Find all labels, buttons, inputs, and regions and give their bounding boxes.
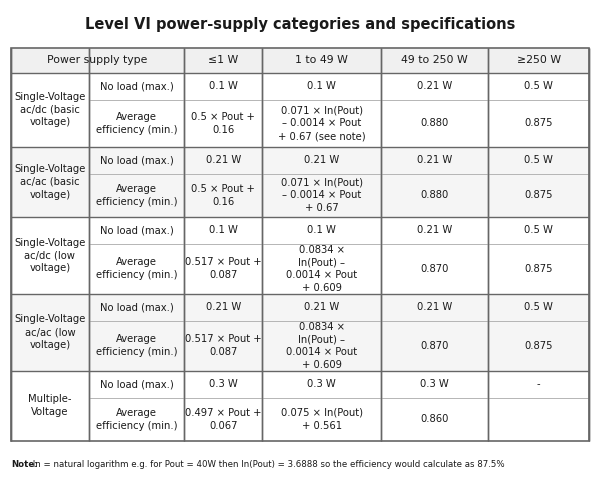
Text: No load (max.): No load (max.)	[100, 379, 173, 389]
Text: Multiple-
Voltage: Multiple- Voltage	[28, 394, 71, 417]
Text: 0.875: 0.875	[524, 190, 553, 200]
Bar	[11, 73, 589, 147]
Text: 0.517 × Pout +
0.087: 0.517 × Pout + 0.087	[185, 334, 262, 357]
Text: 0.5 W: 0.5 W	[524, 81, 553, 91]
Text: 0.517 × Pout +
0.087: 0.517 × Pout + 0.087	[185, 258, 262, 280]
Text: 0.1 W: 0.1 W	[307, 81, 336, 91]
Text: 0.21 W: 0.21 W	[304, 302, 340, 312]
Text: 0.5 × Pout +
0.16: 0.5 × Pout + 0.16	[191, 112, 255, 135]
Text: 0.5 W: 0.5 W	[524, 155, 553, 165]
Text: 0.21 W: 0.21 W	[417, 226, 452, 235]
Text: No load (max.): No load (max.)	[100, 155, 173, 165]
Text: No load (max.): No load (max.)	[100, 302, 173, 312]
Text: 0.3 W: 0.3 W	[420, 379, 449, 389]
Text: 49 to 250 W: 49 to 250 W	[401, 55, 468, 65]
Text: 0.21 W: 0.21 W	[417, 302, 452, 312]
Text: -: -	[537, 379, 541, 389]
Bar	[11, 48, 589, 441]
Text: 0.880: 0.880	[421, 118, 449, 128]
Text: Average
efficiency (min.): Average efficiency (min.)	[96, 334, 178, 357]
Text: 0.880: 0.880	[421, 190, 449, 200]
Bar	[11, 48, 589, 73]
Text: 0.075 × ln(Pout)
+ 0.561: 0.075 × ln(Pout) + 0.561	[281, 408, 362, 431]
Text: Note:: Note:	[11, 460, 38, 469]
Text: 0.071 × ln(Pout)
– 0.0014 × Pout
+ 0.67: 0.071 × ln(Pout) – 0.0014 × Pout + 0.67	[281, 178, 362, 213]
Text: 0.1 W: 0.1 W	[209, 81, 238, 91]
Text: 0.860: 0.860	[420, 414, 449, 424]
Text: 0.071 × ln(Pout)
– 0.0014 × Pout
+ 0.67 (see note): 0.071 × ln(Pout) – 0.0014 × Pout + 0.67 …	[278, 105, 365, 141]
Bar	[11, 371, 589, 441]
Text: 0.5 × Pout +
0.16: 0.5 × Pout + 0.16	[191, 184, 255, 207]
Text: Power supply type: Power supply type	[47, 55, 148, 65]
Text: 0.875: 0.875	[524, 264, 553, 274]
Text: Single-Voltage
ac/ac (low
voltage): Single-Voltage ac/ac (low voltage)	[14, 314, 86, 350]
Text: Average
efficiency (min.): Average efficiency (min.)	[96, 408, 178, 431]
Text: 0.3 W: 0.3 W	[209, 379, 238, 389]
Text: 0.875: 0.875	[524, 118, 553, 128]
Text: 0.21 W: 0.21 W	[304, 155, 340, 165]
Text: Average
efficiency (min.): Average efficiency (min.)	[96, 258, 178, 280]
Text: Level VI power-supply categories and specifications: Level VI power-supply categories and spe…	[85, 17, 515, 32]
Text: 0.21 W: 0.21 W	[417, 155, 452, 165]
Text: 0.21 W: 0.21 W	[417, 81, 452, 91]
Text: No load (max.): No load (max.)	[100, 226, 173, 235]
Text: ≥250 W: ≥250 W	[517, 55, 560, 65]
Text: In = natural logarithm e.g. for Pout = 40W then In(Pout) = 3.6888 so the efficie: In = natural logarithm e.g. for Pout = 4…	[30, 460, 505, 469]
Bar	[11, 217, 589, 294]
Text: 0.1 W: 0.1 W	[209, 226, 238, 235]
Text: Average
efficiency (min.): Average efficiency (min.)	[96, 112, 178, 135]
Text: Single-Voltage
ac/dc (low
voltage): Single-Voltage ac/dc (low voltage)	[14, 238, 86, 273]
Text: 0.1 W: 0.1 W	[307, 226, 336, 235]
Text: 0.0834 ×
ln(Pout) –
0.0014 × Pout
+ 0.609: 0.0834 × ln(Pout) – 0.0014 × Pout + 0.60…	[286, 245, 357, 293]
Text: 0.497 × Pout +
0.067: 0.497 × Pout + 0.067	[185, 408, 262, 431]
Text: ≤1 W: ≤1 W	[208, 55, 238, 65]
Bar	[11, 294, 589, 371]
Text: 1 to 49 W: 1 to 49 W	[295, 55, 348, 65]
Bar	[11, 147, 589, 217]
Text: 0.5 W: 0.5 W	[524, 226, 553, 235]
Text: Average
efficiency (min.): Average efficiency (min.)	[96, 184, 178, 207]
Text: Single-Voltage
ac/dc (basic
voltage): Single-Voltage ac/dc (basic voltage)	[14, 92, 86, 127]
Text: 0.21 W: 0.21 W	[206, 302, 241, 312]
Text: 0.870: 0.870	[420, 264, 449, 274]
Text: 0.870: 0.870	[420, 341, 449, 351]
Text: 0.21 W: 0.21 W	[206, 155, 241, 165]
Text: No load (max.): No load (max.)	[100, 81, 173, 91]
Text: 0.5 W: 0.5 W	[524, 302, 553, 312]
Text: Single-Voltage
ac/ac (basic
voltage): Single-Voltage ac/ac (basic voltage)	[14, 164, 86, 200]
Text: 0.0834 ×
ln(Pout) –
0.0014 × Pout
+ 0.609: 0.0834 × ln(Pout) – 0.0014 × Pout + 0.60…	[286, 321, 357, 370]
Text: 0.875: 0.875	[524, 341, 553, 351]
Text: 0.3 W: 0.3 W	[307, 379, 336, 389]
